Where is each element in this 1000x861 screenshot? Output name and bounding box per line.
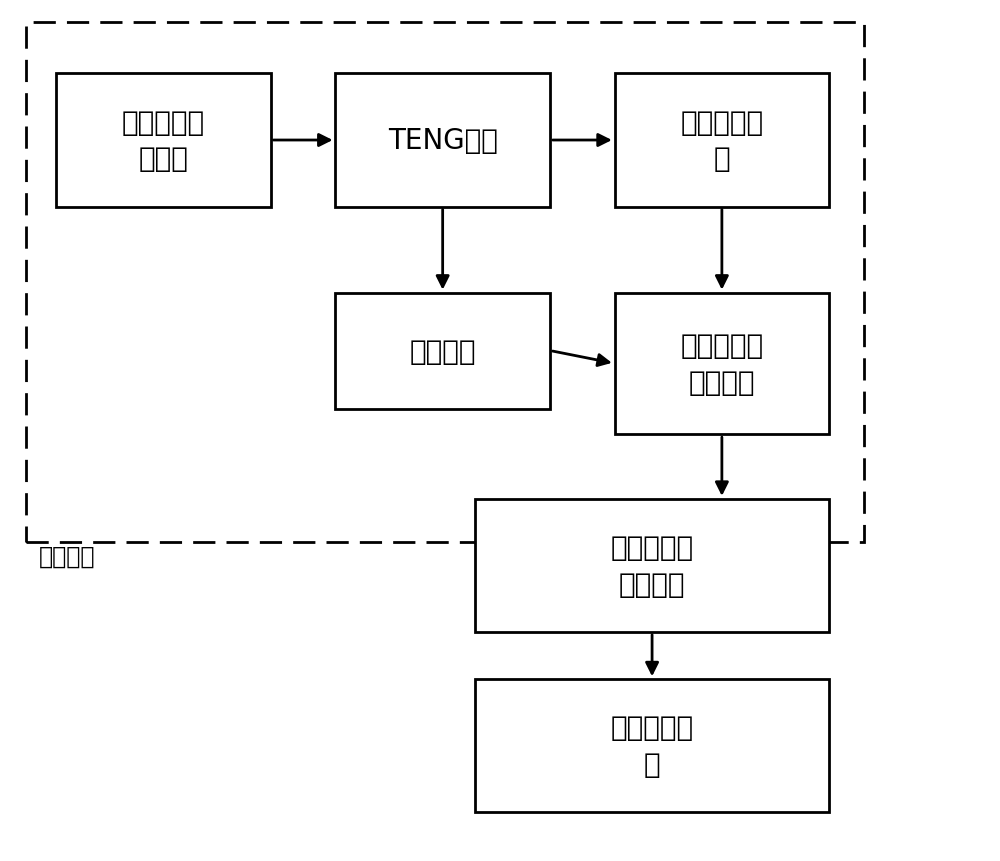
Text: 电能管理单
元: 电能管理单 元 bbox=[680, 108, 763, 173]
Text: 光通信调制
发射模块: 光通信调制 发射模块 bbox=[680, 331, 763, 396]
Bar bbox=[56, 74, 271, 208]
Text: 检测节点: 检测节点 bbox=[39, 544, 96, 567]
Text: 传感模块: 传感模块 bbox=[409, 338, 476, 365]
Bar bbox=[475, 499, 829, 632]
Bar bbox=[335, 74, 550, 208]
Bar bbox=[475, 679, 829, 813]
Text: TENG结构: TENG结构 bbox=[388, 127, 498, 155]
Bar bbox=[615, 74, 829, 208]
Text: 输电导线风
致振动: 输电导线风 致振动 bbox=[122, 108, 205, 173]
Text: 数据处理模
块: 数据处理模 块 bbox=[611, 714, 694, 778]
Bar bbox=[615, 294, 829, 435]
Bar bbox=[335, 294, 550, 409]
Text: 光通信接收
解调模块: 光通信接收 解调模块 bbox=[611, 533, 694, 598]
Bar bbox=[26, 23, 864, 542]
